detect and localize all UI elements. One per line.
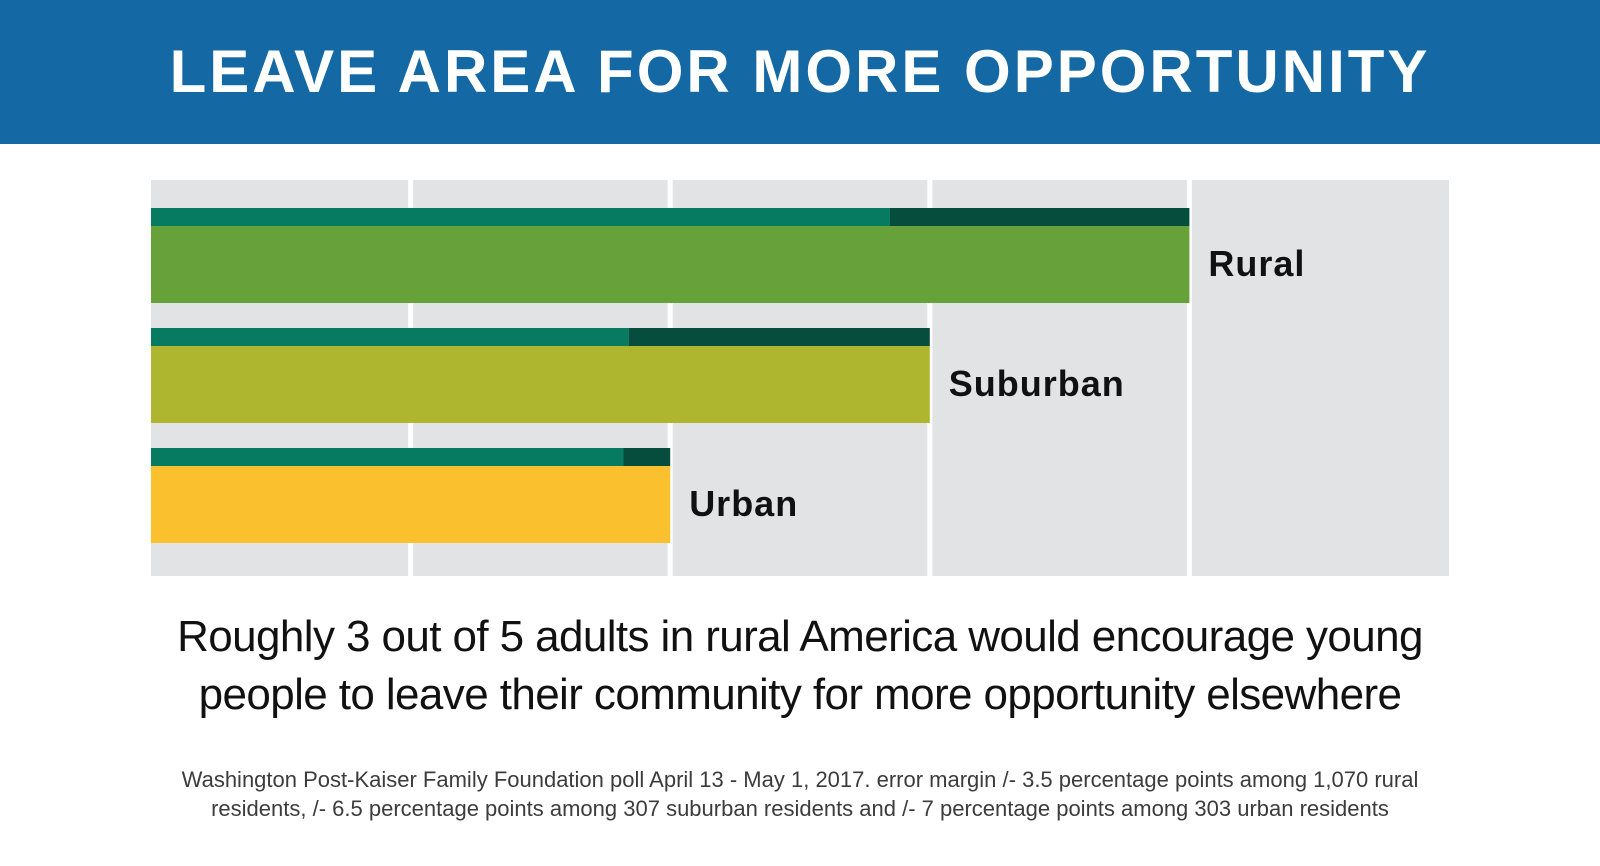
source-line-1: Washington Post-Kaiser Family Foundation…	[181, 767, 1419, 792]
headline-line-1: Roughly 3 out of 5 adults in rural Ameri…	[177, 612, 1423, 661]
marker-bar-remainder-urban	[623, 448, 671, 466]
plot-background	[151, 180, 1449, 576]
bar-suburban	[151, 346, 930, 423]
grid-divider	[408, 180, 414, 576]
marker-bar-rural	[151, 208, 890, 226]
grid-divider	[1186, 180, 1192, 576]
category-label-suburban: Suburban	[949, 363, 1125, 404]
marker-bar-urban	[151, 448, 624, 466]
headline: Roughly 3 out of 5 adults in rural Ameri…	[0, 608, 1600, 724]
headline-line-2: people to leave their community for more…	[198, 670, 1402, 719]
source-line-2: residents, /- 6.5 percentage points amon…	[211, 796, 1389, 821]
header-banner: LEAVE AREA FOR MORE OPPORTUNITY	[0, 0, 1600, 144]
category-label-urban: Urban	[689, 483, 798, 524]
bar-rural	[151, 226, 1190, 303]
bar-urban	[151, 466, 671, 543]
source-note: Washington Post-Kaiser Family Foundation…	[0, 765, 1600, 823]
category-label-rural: Rural	[1208, 243, 1305, 284]
marker-bar-suburban	[151, 328, 629, 346]
grid-divider	[927, 180, 933, 576]
grid-divider	[667, 180, 673, 576]
marker-bar-remainder-rural	[889, 208, 1190, 226]
marker-bar-remainder-suburban	[628, 328, 930, 346]
page-title: LEAVE AREA FOR MORE OPPORTUNITY	[169, 38, 1431, 105]
